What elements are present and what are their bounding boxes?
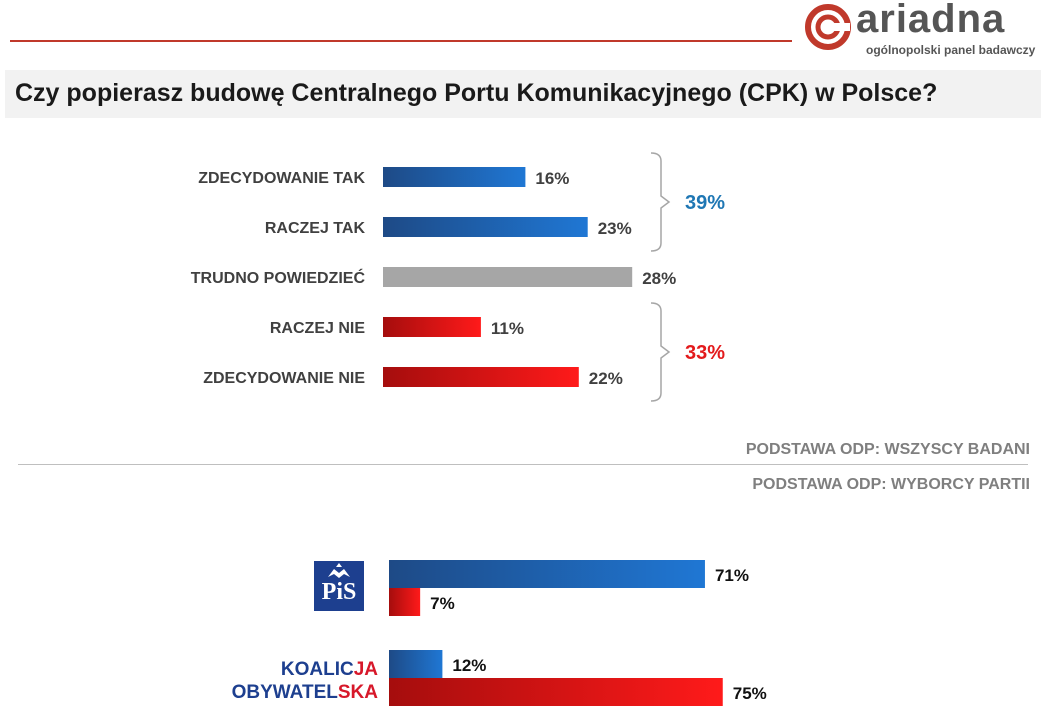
ko-logo-part: OBYWATEL (231, 682, 338, 703)
value-label: 7% (430, 594, 455, 613)
ko-logo-part-red: JA (353, 659, 378, 680)
ko-logo-part-red: SKA (337, 682, 378, 703)
ko-logo-line2: OBYWATELSKA (228, 681, 378, 704)
group-total-label: 33% (685, 342, 725, 364)
ariadna-logo: ariadna ogólnopolski panel badawczy (800, 0, 1046, 62)
bar (389, 650, 443, 678)
pis-logo-text: PiS (321, 579, 357, 605)
section-divider (18, 464, 1028, 465)
base-note-party: PODSTAWA ODP: WYBORCY PARTII (752, 476, 1030, 493)
group-total-label: 39% (685, 192, 725, 214)
title-bar: Czy popierasz budowę Centralnego Portu K… (5, 70, 1041, 118)
category-label: RACZEJ TAK (265, 220, 366, 237)
group-bracket (650, 302, 671, 402)
value-label: 23% (598, 219, 632, 238)
category-label: ZDECYDOWANIE TAK (198, 170, 365, 187)
bar (389, 560, 705, 588)
pis-logo: PiS (314, 561, 364, 611)
value-label: 22% (589, 369, 623, 388)
eagle-icon (328, 563, 350, 578)
bar (383, 167, 526, 187)
ariadna-logo-tagline: ogólnopolski panel badawczy (866, 43, 1036, 57)
bar (389, 678, 723, 706)
value-label: 75% (733, 684, 767, 703)
ko-logo-part: KOALIC (280, 659, 354, 680)
value-label: 16% (535, 169, 569, 188)
category-label: TRUDNO POWIEDZIEĆ (191, 268, 366, 287)
page-title: Czy popierasz budowę Centralnego Portu K… (15, 79, 938, 107)
ko-logo-line1: KOALICJA (228, 658, 378, 681)
bar (383, 217, 588, 237)
bar (383, 317, 481, 337)
category-label: RACZEJ NIE (270, 320, 365, 337)
bar (389, 588, 421, 616)
value-label: 28% (642, 269, 676, 288)
base-note-all: PODSTAWA ODP: WSZYSCY BADANI (745, 441, 1030, 458)
party-chart: 71% 7% 12% 75% (389, 560, 767, 706)
value-label: 12% (452, 656, 486, 675)
ariadna-logo-mark-icon (805, 4, 851, 50)
header-divider-line (10, 40, 792, 42)
value-label: 11% (491, 319, 524, 338)
group-bracket (650, 152, 671, 252)
bar (383, 367, 579, 387)
ko-logo: KOALICJA OBYWATELSKA (228, 658, 378, 704)
bar (383, 267, 633, 287)
category-label: ZDECYDOWANIE NIE (203, 370, 365, 387)
ariadna-logo-word: ariadna (856, 0, 1006, 41)
value-label: 71% (715, 566, 749, 585)
overall-chart: ZDECYDOWANIE TAK 16% RACZEJ TAK 23% TRUDNO P… (191, 152, 725, 402)
